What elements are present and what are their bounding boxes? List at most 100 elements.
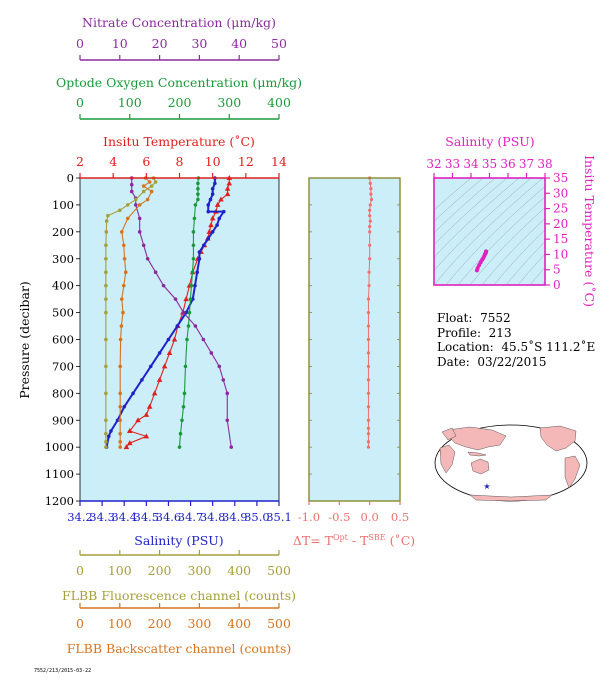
oxygen-tick-label: 300 — [217, 95, 241, 110]
pressure-tick-label: 900 — [52, 413, 74, 427]
salinity-tick-label: 34.5 — [134, 510, 160, 524]
ts-temperature-tick-label: 10 — [553, 247, 568, 261]
ts-salinity-tick-label: 35 — [482, 157, 497, 171]
insitu-temperature-point — [123, 444, 130, 450]
oxygen-tick-label: 100 — [118, 95, 142, 110]
nitrate-point — [161, 283, 166, 288]
flbb-fluorescence-point — [104, 439, 108, 444]
nitrate-point — [229, 445, 234, 449]
nitrate-axis-title: Nitrate Concentration (μm/kg) — [82, 15, 276, 30]
delta-t-tick-label: -1.0 — [298, 510, 320, 524]
salinity-tick-label: 34.8 — [200, 510, 226, 524]
flbb-fluorescence-point — [104, 230, 109, 234]
optode-oxygen-point — [196, 186, 200, 191]
salinity-tick-label: 34.6 — [156, 510, 182, 524]
fluorescence-axis-title: FLBB Fluorescence channel (counts) — [62, 588, 296, 603]
nitrate-point — [193, 324, 198, 328]
isopycnal-line — [529, 266, 545, 285]
salinity-tick-label: 34.4 — [111, 510, 137, 524]
nitrate-point — [129, 189, 134, 194]
backscatter-tick-label: 300 — [187, 616, 211, 631]
optode-oxygen-line — [178, 177, 199, 448]
salinity-point — [213, 181, 217, 186]
isopycnal-line — [434, 178, 496, 234]
flbb-fluorescence-point — [104, 297, 108, 301]
optode-oxygen-point — [193, 203, 198, 207]
africa-shape — [439, 444, 456, 474]
flbb-fluorescence-point — [104, 219, 109, 223]
ts-salinity-tick-label: 37 — [519, 157, 534, 171]
salinity-point — [195, 270, 199, 275]
insitu-temperature-point — [214, 201, 221, 207]
flbb-fluorescence-point — [104, 391, 108, 396]
nitrate-point — [221, 378, 226, 382]
fluorescence-tick-label: 500 — [267, 563, 291, 578]
temperature-tick-label: 8 — [176, 154, 184, 169]
float-label: Float: — [437, 311, 473, 325]
temperature-axis-title: Insitu Temperature (˚C) — [103, 134, 255, 149]
insitu-temperature-point — [126, 440, 133, 446]
backscatter-axis-title: FLBB Backscatter channel (counts) — [67, 641, 292, 656]
salinity-point — [217, 216, 222, 221]
nitrate-point — [145, 256, 150, 261]
flbb-fluorescence-point — [133, 197, 138, 202]
insitu-temperature-point — [218, 196, 224, 202]
ts-salinity-tick-label: 36 — [500, 157, 515, 171]
delta-t-point — [366, 351, 371, 355]
flbb-fluorescence-point — [104, 256, 108, 261]
nitrate-point — [201, 337, 206, 342]
profile-plot-area — [80, 178, 279, 501]
optode-oxygen-point — [183, 364, 188, 369]
insitu-temperature-point — [171, 336, 178, 342]
salinity-point — [193, 283, 197, 288]
optode-oxygen-point — [189, 283, 194, 288]
flbb-backscatter-point — [118, 445, 122, 449]
isopycnal-line — [434, 178, 508, 246]
salinity-tick-label: 34.3 — [89, 510, 115, 524]
delta-t-point — [369, 187, 373, 191]
flbb-backscatter-point — [121, 243, 126, 248]
temperature-tick-label: 2 — [76, 154, 84, 169]
world-map: ★ — [434, 424, 588, 502]
pressure-tick-label: 1100 — [45, 467, 74, 481]
pressure-tick-label: 500 — [52, 306, 74, 320]
optode-oxygen-point — [185, 337, 189, 342]
nitrate-point — [129, 182, 134, 187]
optode-oxygen-point — [196, 192, 200, 196]
flbb-backscatter-point — [147, 180, 152, 184]
optode-oxygen-point — [178, 431, 183, 436]
ts-salinity-tick-label: 32 — [426, 157, 441, 171]
pressure-tick-label: 800 — [52, 386, 74, 400]
ts-point — [483, 249, 488, 254]
salinity-point — [109, 429, 113, 433]
optode-oxygen-point — [180, 418, 184, 423]
nitrate-point — [217, 364, 222, 369]
salinity-point — [197, 256, 202, 261]
profile-label: Profile: — [437, 325, 482, 340]
nitrate-point — [137, 216, 142, 221]
salinity-point — [131, 391, 135, 396]
salinity-tick-label: 34.2 — [67, 510, 93, 524]
delta-t-plot-area — [309, 178, 400, 501]
optode-oxygen-point — [191, 230, 196, 234]
pressure-tick-label: 300 — [52, 252, 74, 266]
flbb-fluorescence-point — [149, 184, 154, 188]
temperature-tick-label: 12 — [238, 154, 254, 169]
nitrate-tick-label: 30 — [191, 36, 207, 51]
nitrate-point — [225, 418, 230, 423]
flbb-fluorescence-point — [104, 431, 108, 436]
salinity-point — [122, 404, 127, 409]
insitu-temperature-point — [208, 222, 214, 228]
temperature-tick-label: 10 — [205, 154, 221, 169]
nitrate-tick-label: 10 — [112, 36, 128, 51]
pressure-tick-label: 400 — [52, 279, 74, 293]
nitrate-tick-label: 20 — [152, 36, 168, 51]
delta-t-point — [368, 257, 372, 261]
backscatter-tick-label: 100 — [108, 616, 132, 631]
south-america-shape — [564, 455, 581, 489]
insitu-temperature-point — [183, 296, 189, 302]
salinity-point — [206, 209, 211, 214]
flbb-fluorescence-point — [153, 180, 158, 184]
delta-t-point — [367, 270, 371, 274]
flbb-fluorescence-point — [104, 337, 108, 342]
